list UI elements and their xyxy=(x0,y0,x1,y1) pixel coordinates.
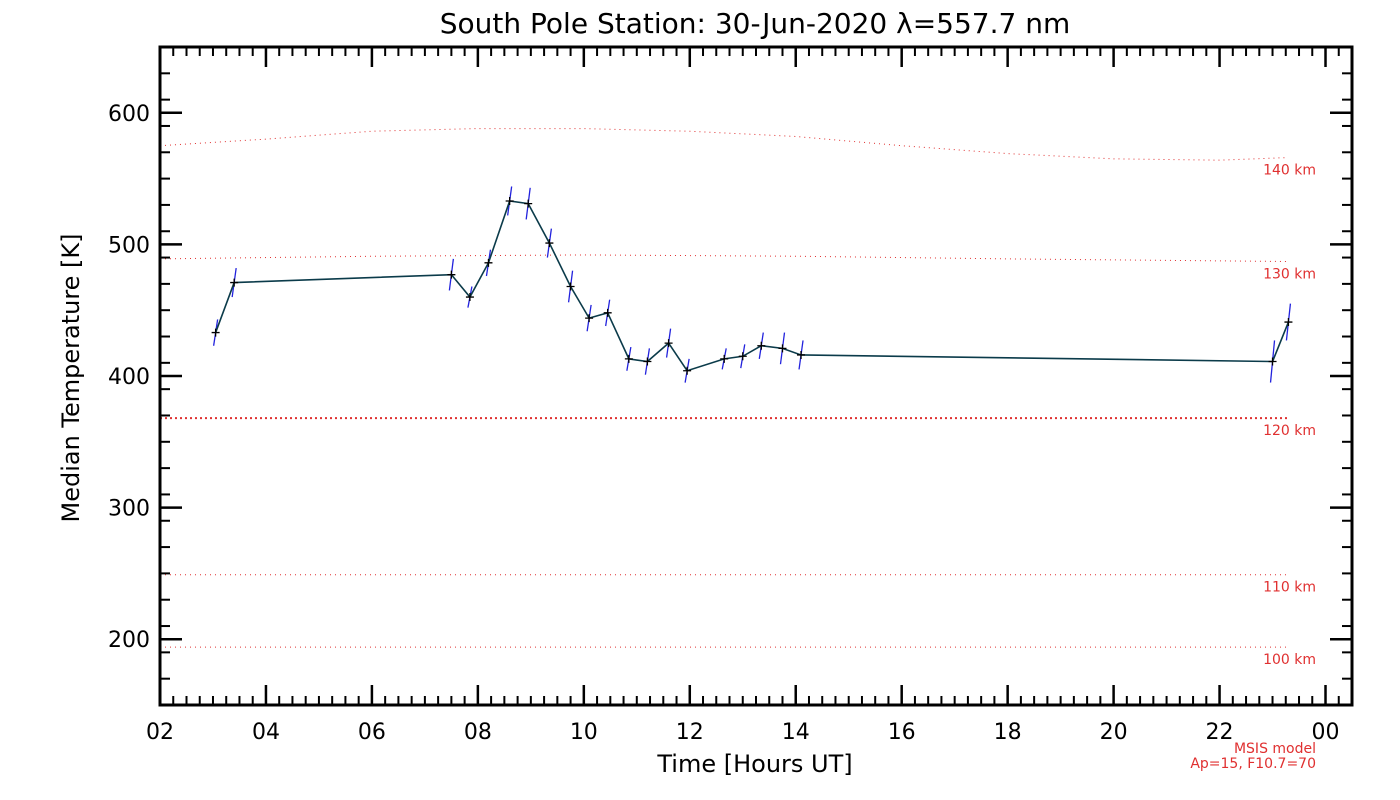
ref-label-120km: 120 km xyxy=(1263,423,1316,439)
x-tick-label: 14 xyxy=(782,720,810,745)
data-point xyxy=(447,270,456,279)
data-point xyxy=(664,339,673,348)
ref-line-140km xyxy=(159,128,1289,161)
x-tick-label: 06 xyxy=(358,720,386,745)
data-point xyxy=(720,354,729,363)
data-point xyxy=(524,199,533,208)
x-tick-label: 12 xyxy=(676,720,704,745)
model-note-line-1: MSIS model xyxy=(1234,741,1316,757)
data-point xyxy=(211,328,220,337)
y-tick-label: 400 xyxy=(108,365,150,390)
y-tick-label: 500 xyxy=(108,233,150,258)
data-point xyxy=(484,258,493,267)
x-axis-label: Time [Hours UT] xyxy=(656,750,852,778)
x-tick-label: 08 xyxy=(464,720,492,745)
x-tick-label: 04 xyxy=(252,720,280,745)
data-point xyxy=(585,314,594,323)
data-point xyxy=(230,278,239,287)
ref-line-130km xyxy=(159,254,1289,263)
y-axis-label: Median Temperature [K] xyxy=(57,233,85,522)
data-point xyxy=(683,366,692,375)
data-point xyxy=(624,354,633,363)
data-series xyxy=(211,186,1293,383)
y-tick-label: 200 xyxy=(108,628,150,653)
data-point xyxy=(465,293,474,302)
x-tick-label: 10 xyxy=(570,720,598,745)
series-line xyxy=(214,200,1290,372)
chart-title: South Pole Station: 30-Jun-2020 λ=557.7 … xyxy=(440,7,1071,40)
axis-tick-labels: 02 04 06 08 10 12 14 16 18 20 22 00 200 300 400 500 600 xyxy=(108,102,1340,745)
data-point xyxy=(505,196,514,205)
data-point xyxy=(797,350,806,359)
data-point xyxy=(643,357,652,366)
data-point xyxy=(603,308,612,317)
x-tick-label: 22 xyxy=(1206,720,1234,745)
ref-label-100km: 100 km xyxy=(1263,652,1316,668)
axis-ticks xyxy=(158,46,1353,706)
data-point xyxy=(778,344,787,353)
ref-label-110km: 110 km xyxy=(1263,580,1316,596)
x-tick-label: 18 xyxy=(994,720,1022,745)
x-tick-label: 02 xyxy=(146,720,174,745)
data-point xyxy=(1268,357,1277,366)
y-tick-label: 600 xyxy=(108,102,150,127)
x-tick-label: 16 xyxy=(888,720,916,745)
data-point xyxy=(1284,318,1293,327)
model-note-line-2: Ap=15, F10.7=70 xyxy=(1190,756,1316,772)
data-point xyxy=(757,341,766,350)
data-point xyxy=(738,352,747,361)
ref-label-130km: 130 km xyxy=(1263,267,1316,283)
x-tick-label: 00 xyxy=(1312,720,1340,745)
msis-reference-lines: 140 km 130 km 120 km 110 km 100 km xyxy=(159,128,1316,668)
data-point xyxy=(545,239,554,248)
data-point xyxy=(566,282,575,291)
plot-frame xyxy=(158,45,1354,707)
y-tick-label: 300 xyxy=(108,497,150,522)
ref-label-140km: 140 km xyxy=(1263,163,1316,179)
x-tick-label: 20 xyxy=(1100,720,1128,745)
